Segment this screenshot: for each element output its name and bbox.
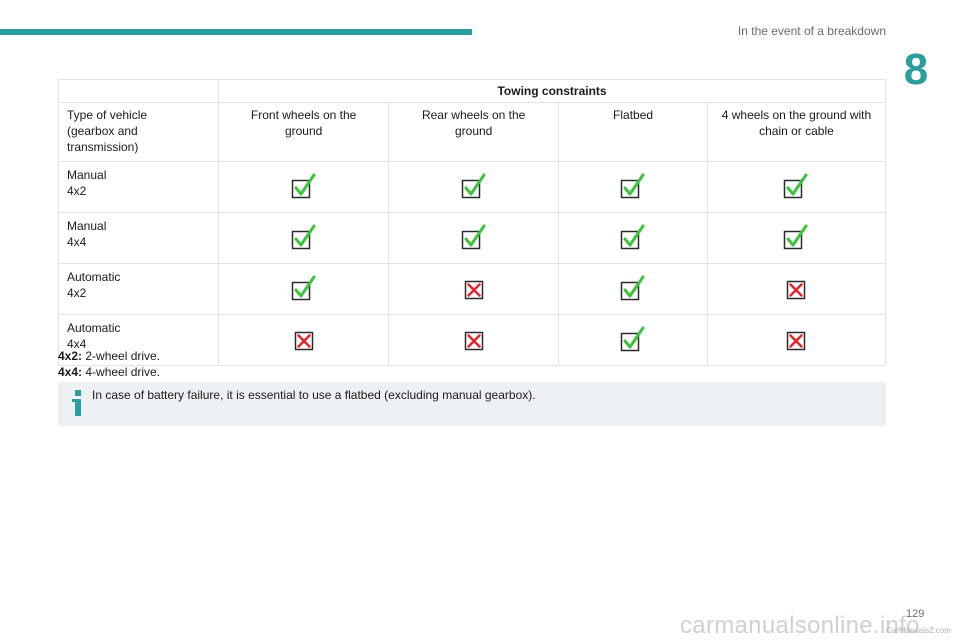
cross-icon <box>783 331 809 351</box>
column-header-front-wheels: Front wheels on the ground <box>218 102 390 162</box>
cell-rear-wheels <box>388 212 560 264</box>
table-row: Automatic 4x4 <box>57 314 887 366</box>
cross-icon <box>783 280 809 300</box>
checkmark-icon <box>461 224 487 250</box>
table-corner-cell <box>57 79 220 103</box>
footnote-term: 4x4: <box>58 365 83 379</box>
vehicle-type-cell: Manual 4x4 <box>57 212 220 264</box>
cell-front-wheels <box>218 314 390 366</box>
footnote-text: 4-wheel drive. <box>82 365 161 379</box>
chapter-number: 8 <box>903 45 929 94</box>
towing-constraints-table: Towing constraints Type of vehicle (gear… <box>57 79 887 366</box>
checkmark-icon <box>620 326 646 352</box>
cell-front-wheels <box>218 212 390 264</box>
column-header-vehicle-type-label: Type of vehicle (gearbox and transmissio… <box>67 108 148 154</box>
footnote-term: 4x2: <box>58 349 83 363</box>
vehicle-type-cell: Manual 4x2 <box>57 161 220 213</box>
table-row: Manual 4x2 <box>57 161 887 213</box>
table-row: Manual 4x4 <box>57 212 887 264</box>
header-accent-bar <box>0 29 472 35</box>
info-box: In case of battery failure, it is essent… <box>58 382 886 426</box>
column-header-flatbed-label: Flatbed <box>613 108 654 122</box>
checkmark-icon <box>620 224 646 250</box>
cross-icon <box>291 331 317 351</box>
column-header-front-wheels-label: Front wheels on the ground <box>250 108 357 138</box>
table-row: Automatic 4x2 <box>57 263 887 315</box>
footnote-text: 2-wheel drive. <box>82 349 161 363</box>
gearbox-label: Manual <box>67 168 107 182</box>
vehicle-type-cell: Automatic 4x2 <box>57 263 220 315</box>
cell-four-wheels <box>706 161 887 213</box>
footnote-4x4: 4x4: 4-wheel drive. <box>58 364 160 380</box>
cell-flatbed <box>558 212 708 264</box>
cell-front-wheels <box>218 161 390 213</box>
checkmark-icon <box>783 224 809 250</box>
cell-flatbed <box>558 314 708 366</box>
cross-icon <box>461 280 487 300</box>
column-header-four-wheels: 4 wheels on the ground with chain or cab… <box>706 102 887 162</box>
drive-label: 4x4 <box>67 235 87 249</box>
column-header-flatbed: Flatbed <box>558 102 708 162</box>
cell-flatbed <box>558 263 708 315</box>
info-text: In case of battery failure, it is essent… <box>92 388 536 402</box>
footnotes: 4x2: 2-wheel drive. 4x4: 4-wheel drive. <box>58 348 160 380</box>
cell-four-wheels <box>706 263 887 315</box>
info-icon <box>72 390 81 416</box>
checkmark-icon <box>291 173 317 199</box>
checkmark-icon <box>291 275 317 301</box>
table-group-header-row: Towing constraints <box>57 79 886 103</box>
drive-label: 4x4 <box>67 337 87 351</box>
cell-four-wheels <box>706 212 887 264</box>
column-header-four-wheels-label: 4 wheels on the ground with chain or cab… <box>721 108 872 138</box>
table-body: Manual 4x2 Manual 4x4 Automatic 4x2 Automatic 4… <box>57 161 887 366</box>
cross-icon <box>461 331 487 351</box>
gearbox-label: Automatic <box>67 321 121 335</box>
gearbox-label: Automatic <box>67 270 121 284</box>
cell-rear-wheels <box>388 314 560 366</box>
towing-constraints-header: Towing constraints <box>218 79 886 103</box>
column-header-rear-wheels: Rear wheels on the ground <box>388 102 560 162</box>
cell-rear-wheels <box>388 263 560 315</box>
page-number: 129 <box>906 608 925 620</box>
drive-label: 4x2 <box>67 184 87 198</box>
checkmark-icon <box>291 224 317 250</box>
cell-front-wheels <box>218 263 390 315</box>
column-header-rear-wheels-label: Rear wheels on the ground <box>421 108 526 138</box>
footnote-4x2: 4x2: 2-wheel drive. <box>58 348 160 364</box>
cell-four-wheels <box>706 314 887 366</box>
cell-rear-wheels <box>388 161 560 213</box>
watermark: carmanualsonline.info <box>680 612 920 639</box>
checkmark-icon <box>461 173 487 199</box>
checkmark-icon <box>620 275 646 301</box>
gearbox-label: Manual <box>67 219 107 233</box>
cell-flatbed <box>558 161 708 213</box>
vehicle-type-cell: Automatic 4x4 <box>57 314 220 366</box>
checkmark-icon <box>620 173 646 199</box>
drive-label: 4x2 <box>67 286 87 300</box>
checkmark-icon <box>783 173 809 199</box>
column-header-vehicle-type: Type of vehicle (gearbox and transmissio… <box>57 102 220 162</box>
section-title: In the event of a breakdown <box>737 24 886 38</box>
watermark-small: CarManuals2.com <box>886 626 951 635</box>
table-column-header-row: Type of vehicle (gearbox and transmissio… <box>57 102 887 162</box>
